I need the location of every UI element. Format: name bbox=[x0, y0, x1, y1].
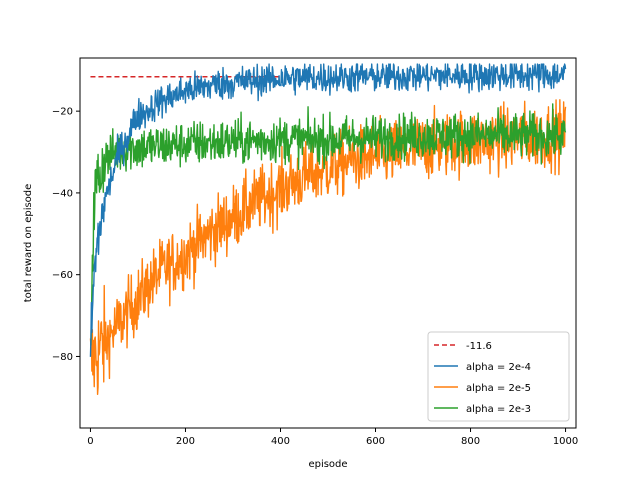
legend-label-alpha-2e-5: alpha = 2e-5 bbox=[466, 383, 531, 394]
y-tick-label: −20 bbox=[52, 107, 73, 118]
x-tick-label: 800 bbox=[461, 436, 480, 447]
series-group bbox=[89, 63, 567, 396]
x-tick-label: 200 bbox=[176, 436, 195, 447]
series-line-alpha-2e-4 bbox=[89, 63, 567, 357]
x-axis-label: episode bbox=[308, 459, 347, 470]
series-line-alpha-2e-3 bbox=[90, 103, 567, 346]
y-axis: −80 −60 −40 −20 bbox=[52, 107, 80, 363]
x-tick-label: 400 bbox=[271, 436, 290, 447]
x-tick-label: 0 bbox=[87, 436, 93, 447]
legend-label-alpha-2e-3: alpha = 2e-3 bbox=[466, 404, 531, 415]
x-tick-label: 1000 bbox=[553, 436, 578, 447]
y-axis-label: total reward on episode bbox=[23, 184, 34, 303]
axes-frame bbox=[79, 57, 577, 429]
x-tick-label: 600 bbox=[366, 436, 385, 447]
y-tick-label: −60 bbox=[52, 270, 73, 281]
x-axis: 0 200 400 600 800 1000 bbox=[87, 428, 578, 447]
legend: -11.6 alpha = 2e-4 alpha = 2e-5 alpha = … bbox=[427, 331, 570, 422]
plot-area bbox=[89, 63, 567, 396]
legend-label-alpha-2e-4: alpha = 2e-4 bbox=[466, 362, 531, 373]
legend-label-reference: -11.6 bbox=[466, 341, 492, 352]
y-tick-label: −80 bbox=[52, 352, 73, 363]
legend-box bbox=[427, 331, 570, 422]
y-tick-label: −40 bbox=[52, 188, 73, 199]
